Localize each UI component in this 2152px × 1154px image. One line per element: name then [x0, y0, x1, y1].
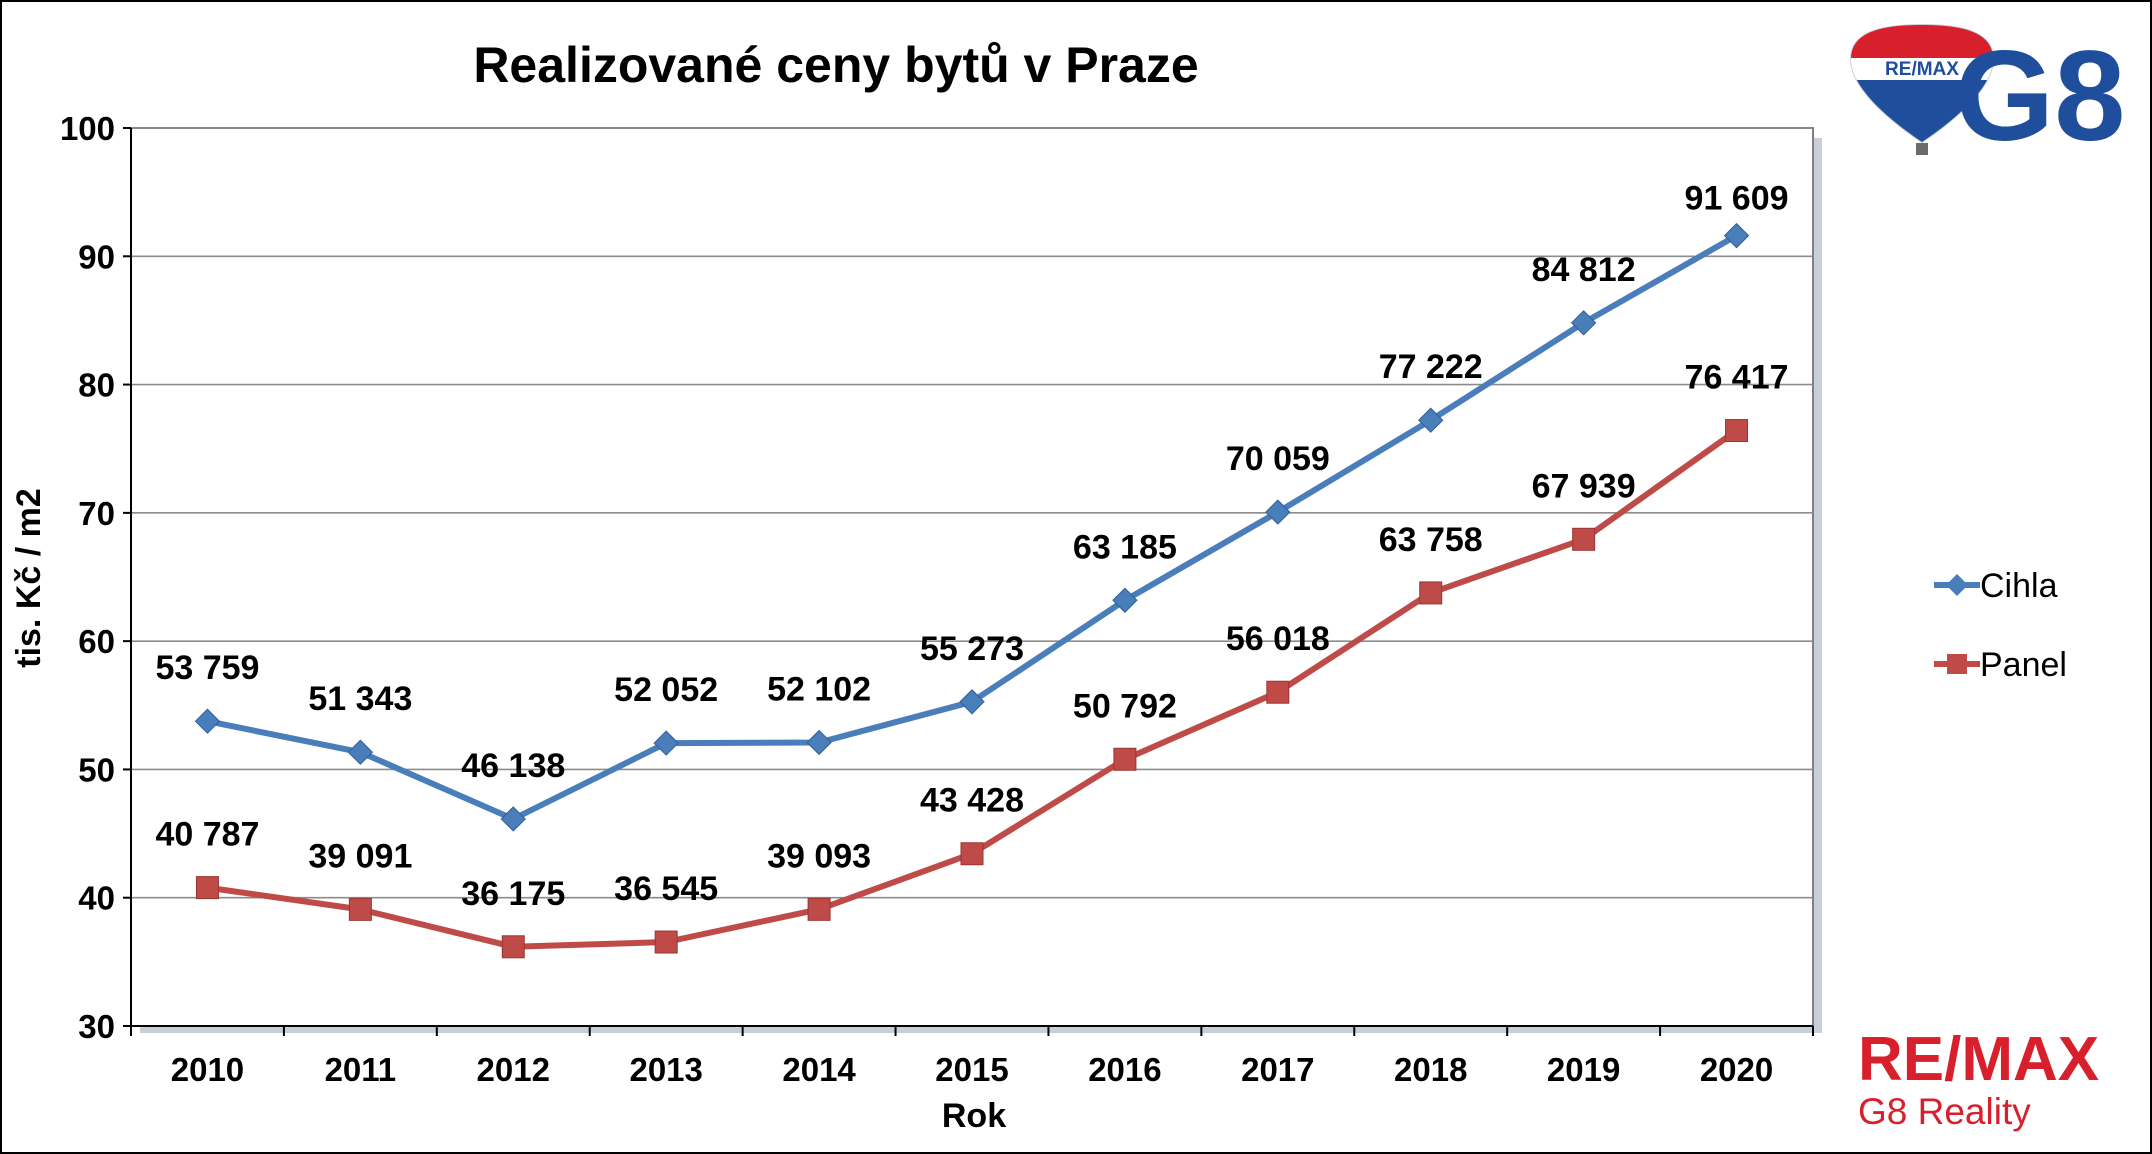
- x-tick-label-2013: 2013: [629, 1051, 702, 1088]
- x-tick-label-2011: 2011: [325, 1051, 397, 1088]
- remax-g8-logo: RE/MAX G8: [1849, 23, 2126, 168]
- data-label-cihla-2010: 53 759: [155, 649, 259, 687]
- point-cihla-2011: [347, 739, 374, 765]
- point-cihla-2019: [1570, 310, 1597, 336]
- data-label-panel-2019: 67 939: [1532, 467, 1636, 505]
- y-tick-label-30: 30: [78, 1008, 115, 1045]
- plot-area: [130, 127, 1822, 1033]
- point-panel-2010: [195, 876, 219, 900]
- x-tick-label-2012: 2012: [477, 1051, 550, 1088]
- data-labels: 53 759 51 343 46 138 52 052 52 102 55 273 63 1…: [155, 180, 1788, 913]
- g8-logo-text: G8: [1955, 25, 2126, 168]
- data-label-cihla-2015: 55 273: [920, 630, 1024, 668]
- balloon-text: RE/MAX: [1885, 59, 1959, 80]
- data-label-cihla-2016: 63 185: [1073, 528, 1177, 566]
- x-axis-title: Rok: [942, 1097, 1006, 1135]
- point-cihla-2013: [653, 730, 679, 756]
- point-panel-2019: [1572, 527, 1596, 551]
- y-tick-label-40: 40: [78, 880, 115, 917]
- data-label-panel-2013: 36 545: [614, 870, 718, 908]
- data-label-panel-2015: 43 428: [920, 782, 1024, 820]
- point-panel-2015: [960, 842, 984, 866]
- gridlines: [131, 127, 1813, 899]
- point-cihla-2014: [806, 729, 832, 756]
- data-label-panel-2012: 36 175: [461, 875, 565, 913]
- x-tick-label-2018: 2018: [1394, 1051, 1467, 1088]
- data-label-cihla-2014: 52 102: [767, 670, 871, 708]
- data-label-cihla-2013: 52 052: [614, 671, 718, 709]
- legend-label-cihla: Cihla: [1980, 567, 2058, 605]
- remax-footer-logo: RE/MAX G8 Reality: [1858, 1025, 2099, 1132]
- data-label-panel-2010: 40 787: [155, 816, 259, 854]
- data-label-cihla-2011: 51 343: [308, 680, 412, 718]
- plot-background: [130, 127, 1814, 1027]
- data-label-cihla-2018: 77 222: [1379, 348, 1483, 386]
- data-label-cihla-2017: 70 059: [1226, 440, 1330, 478]
- g8-reality-text: G8 Reality: [1858, 1091, 2031, 1132]
- y-tick-label-60: 60: [78, 623, 115, 660]
- legend: Cihla Panel: [1934, 567, 2067, 684]
- data-label-cihla-2019: 84 812: [1532, 251, 1636, 289]
- data-label-panel-2014: 39 093: [767, 837, 871, 875]
- point-cihla-2010: [194, 708, 221, 734]
- point-panel-2014: [807, 897, 831, 921]
- data-label-panel-2018: 63 758: [1379, 521, 1483, 559]
- y-tick-label-90: 90: [78, 238, 115, 275]
- legend-marker-cihla: [1946, 574, 1968, 596]
- y-axis-title: tis. Kč / m2: [10, 488, 48, 668]
- data-label-cihla-2012: 46 138: [461, 747, 565, 785]
- y-tick-label-70: 70: [78, 495, 115, 532]
- y-tick-label-50: 50: [78, 751, 115, 788]
- x-tick-label-2014: 2014: [782, 1051, 856, 1088]
- point-panel-2018: [1419, 581, 1443, 605]
- legend-label-panel: Panel: [1980, 646, 2067, 684]
- x-tick-label-2019: 2019: [1547, 1051, 1620, 1088]
- data-label-panel-2011: 39 091: [308, 837, 412, 875]
- point-panel-2011: [348, 897, 372, 921]
- y-tick-label-100: 100: [60, 110, 115, 147]
- data-label-panel-2016: 50 792: [1073, 687, 1177, 725]
- y-tick-label-80: 80: [78, 367, 115, 404]
- point-panel-2012: [501, 935, 525, 959]
- x-tick-label-2020: 2020: [1700, 1051, 1773, 1088]
- point-cihla-2015: [959, 689, 985, 715]
- x-axis-ticks: 2010 2011 2012 2013 2014 2015 2016 2017 2018 2019…: [130, 1026, 1814, 1088]
- data-label-cihla-2020: 91 609: [1685, 180, 1789, 218]
- x-tick-label-2010: 2010: [171, 1051, 244, 1088]
- point-panel-2017: [1266, 680, 1290, 704]
- series-layer: [194, 222, 1750, 959]
- point-cihla-2016: [1112, 587, 1138, 613]
- remax-wordmark: RE/MAX: [1858, 1025, 2099, 1094]
- chart-title: Realizované ceny bytů v Praze: [473, 37, 1198, 93]
- point-cihla-2018: [1418, 407, 1444, 433]
- data-label-panel-2017: 56 018: [1226, 620, 1330, 658]
- point-cihla-2012: [500, 806, 526, 832]
- point-cihla-2020: [1723, 222, 1750, 249]
- x-tick-label-2017: 2017: [1241, 1051, 1314, 1088]
- data-label-panel-2020: 76 417: [1685, 359, 1789, 397]
- point-panel-2016: [1113, 747, 1137, 771]
- point-panel-2020: [1725, 419, 1749, 443]
- point-panel-2013: [654, 930, 678, 954]
- legend-marker-panel: [1947, 654, 1967, 674]
- x-tick-label-2015: 2015: [935, 1051, 1008, 1088]
- y-axis-ticks: 30 40 50 60 70 80 90 100: [60, 110, 131, 1045]
- point-cihla-2017: [1265, 499, 1291, 525]
- x-tick-label-2016: 2016: [1088, 1051, 1161, 1088]
